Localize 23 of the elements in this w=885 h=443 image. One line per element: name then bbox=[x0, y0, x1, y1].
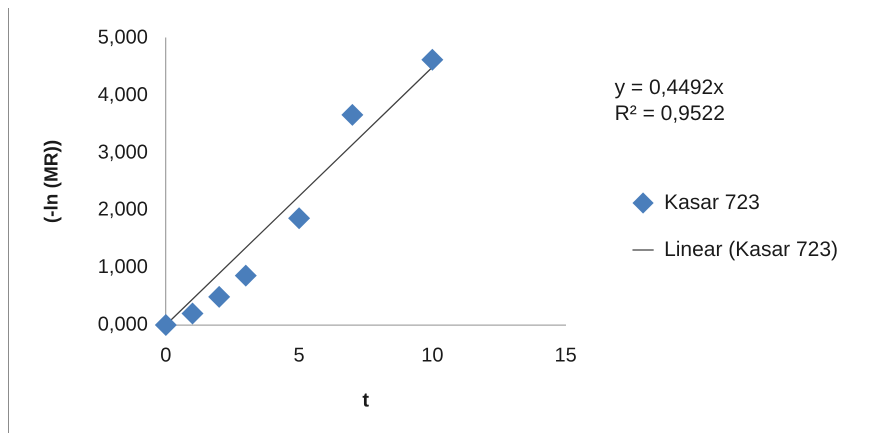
x-axis-title: t bbox=[362, 390, 370, 412]
y-axis-title: (-ln (MR)) bbox=[42, 140, 63, 224]
text: y = 0,4492x bbox=[614, 76, 724, 99]
x-tick-label: 10 bbox=[421, 344, 444, 367]
y-tick-label: 2,000 bbox=[98, 198, 148, 221]
y-tick-label: 0,000 bbox=[98, 314, 148, 336]
y-tick-label: 3,000 bbox=[98, 141, 148, 164]
point bbox=[234, 264, 257, 287]
x-tick-label: 15 bbox=[554, 344, 577, 367]
y-tick-label: 1,000 bbox=[98, 256, 148, 278]
point bbox=[341, 104, 364, 126]
y-tick-label: 4,000 bbox=[98, 84, 148, 106]
x-tick-label: 0 bbox=[160, 344, 172, 367]
y-tick-label: 5,000 bbox=[98, 26, 148, 49]
text: R² = 0,9522 bbox=[614, 102, 725, 125]
point bbox=[154, 314, 177, 336]
legend-label: Linear (Kasar 723) bbox=[664, 238, 838, 261]
point bbox=[208, 286, 230, 308]
point bbox=[421, 48, 444, 71]
legend-label: Kasar 723 bbox=[664, 190, 760, 214]
point bbox=[181, 302, 204, 325]
x-tick-label: 5 bbox=[294, 344, 305, 367]
point bbox=[288, 207, 310, 230]
